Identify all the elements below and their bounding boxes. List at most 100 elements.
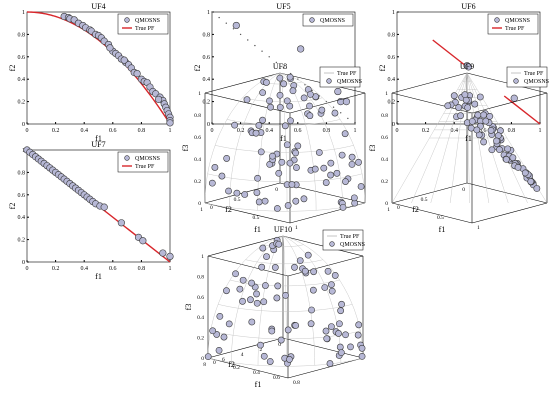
data-point <box>255 198 263 206</box>
legend-label: QMOSNS <box>135 18 160 24</box>
data-point <box>269 152 276 160</box>
data-point <box>267 103 274 111</box>
data-point <box>336 320 343 328</box>
data-point <box>322 179 330 186</box>
data-point <box>257 148 265 156</box>
y-tick-label: 0 <box>207 122 210 128</box>
data-point <box>248 279 255 287</box>
axis-edge <box>287 357 364 379</box>
x-tick-label: 0.5 <box>253 215 260 221</box>
panel-uf5: UF5 0 0.2 0.4 0.6 0.8 1 0 0.2 0.4 0.6 0.8 1 f1 f2 QMOSN… <box>193 2 357 143</box>
data-point <box>239 297 246 305</box>
svg-text:f1: f1 <box>439 225 446 234</box>
legend-label: True PF <box>135 26 155 32</box>
x-tick-label: 1 <box>539 128 542 134</box>
data-point <box>280 80 288 88</box>
data-point <box>358 344 366 352</box>
axis-edge <box>471 202 548 224</box>
data-point <box>468 117 476 125</box>
x-axis-label: f1 <box>465 134 472 143</box>
data-point <box>301 267 309 275</box>
y-axis-label: f2 <box>225 205 232 214</box>
true-pf-dot <box>340 112 342 114</box>
data-point <box>241 191 249 198</box>
y-axis-label: f2 <box>378 65 387 72</box>
legend-box <box>302 13 354 27</box>
y-tick-label: 1 <box>22 10 25 16</box>
data-point <box>306 112 314 120</box>
data-point <box>292 149 300 157</box>
data-point <box>247 296 254 304</box>
data-point <box>261 197 269 205</box>
data-point <box>510 94 518 102</box>
data-point <box>223 287 230 295</box>
data-point <box>304 251 312 259</box>
data-point <box>286 159 294 167</box>
data-point <box>476 93 484 101</box>
data-point <box>260 298 268 306</box>
data-point <box>276 91 284 99</box>
y-tick-label: 4 <box>241 352 244 358</box>
data-point <box>509 154 517 162</box>
data-point <box>159 249 167 257</box>
data-point <box>266 97 273 105</box>
true-pf-dot <box>261 50 263 52</box>
x-tick-label: 0.5 <box>437 215 444 221</box>
legend-label: QMOSNS <box>337 79 362 85</box>
y-tick-label: 1 <box>392 10 395 16</box>
data-point <box>276 103 284 111</box>
data-point <box>455 104 463 111</box>
true-pf-segment <box>503 95 541 125</box>
y-tick-label: 0.2 <box>388 100 396 106</box>
data-point <box>255 122 263 129</box>
y-tick-label: 0.2 <box>203 100 211 106</box>
z-tick-label: 0.8 <box>197 274 204 280</box>
data-point <box>273 294 281 302</box>
true-pf-dot <box>347 117 349 120</box>
data-point <box>223 155 231 162</box>
y-tick-label: 0 <box>22 260 25 266</box>
z-tick-label: 1 <box>385 91 388 97</box>
z-axis-label: f3 <box>181 145 190 152</box>
x-axis-label: f1 <box>95 272 102 281</box>
svg-text:f1: f1 <box>255 380 262 389</box>
data-point <box>166 119 174 127</box>
data-point <box>236 285 244 293</box>
z-tick-label: 0 <box>201 356 204 362</box>
y-tick-label: 1 <box>22 148 25 154</box>
data-point <box>166 252 174 260</box>
legend: True PF QMOSNS <box>319 66 362 88</box>
data-point <box>297 45 305 53</box>
z-tick-label: 0.2 <box>197 336 204 342</box>
x-tick-label: 0.4 <box>80 128 88 134</box>
y-tick-label: 0.6 <box>18 193 26 199</box>
data-point <box>100 203 108 211</box>
true-pf-dot <box>354 123 356 125</box>
legend-marker-qmosns <box>326 78 332 84</box>
data-point <box>218 172 226 180</box>
axis-edge <box>204 72 281 94</box>
y-tick-label: 0.8 <box>18 170 26 176</box>
x-tick-label: 1 <box>295 225 298 231</box>
legend-label: True PF <box>340 234 360 240</box>
data-point <box>337 307 345 315</box>
true-pf-curve <box>26 11 171 125</box>
svg-text:f1: f1 <box>95 272 102 281</box>
data-point <box>284 326 292 334</box>
data-point <box>117 219 125 227</box>
data-point <box>225 187 232 195</box>
data-point <box>339 203 347 211</box>
data-point <box>514 163 522 171</box>
legend-label: QMOSNS <box>320 18 345 24</box>
legend-marker-qmosns <box>494 17 500 23</box>
data-point <box>292 197 300 205</box>
data-point <box>527 178 535 185</box>
data-point <box>504 145 512 153</box>
z-tick-label: 0.6 <box>194 135 201 141</box>
true-pf-segment <box>432 39 469 69</box>
svg-text:f3: f3 <box>181 145 190 152</box>
data-point <box>338 300 345 308</box>
x-tick-label: 0.8 <box>138 128 146 134</box>
